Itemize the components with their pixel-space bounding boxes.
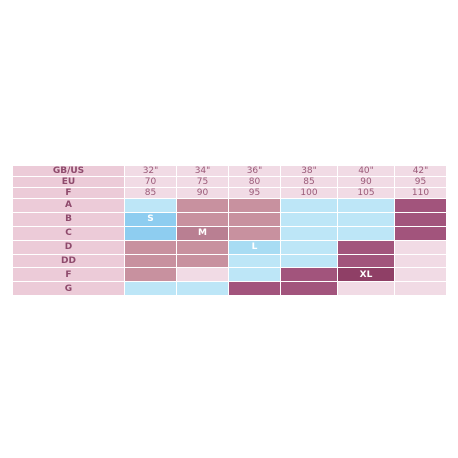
header-cell: 32" xyxy=(124,165,177,177)
fit-cell xyxy=(124,225,177,241)
size-table: GB/US 32" 34" 36" 38" 40" 42" EU 70 75 80 85 90 95 F 85… xyxy=(12,165,447,297)
header-cell: 110 xyxy=(394,187,447,199)
fit-cell xyxy=(394,253,447,269)
fit-cell xyxy=(228,198,281,213)
fit-cell xyxy=(337,225,395,241)
fit-cell xyxy=(228,211,281,227)
row-label: F xyxy=(12,187,125,199)
fit-cell xyxy=(280,211,338,227)
header-cell: 38" xyxy=(280,165,338,177)
size-mark: XL xyxy=(359,269,373,280)
fit-cell xyxy=(228,225,281,241)
size-mark: L xyxy=(251,242,258,253)
fit-cell xyxy=(337,281,395,297)
row-label: EU xyxy=(12,176,125,188)
fit-cell xyxy=(124,281,177,297)
fit-cell xyxy=(394,211,447,227)
fit-cell xyxy=(280,281,338,297)
fit-cell xyxy=(337,198,395,213)
header-cell: 90 xyxy=(337,176,395,188)
header-cell: 42" xyxy=(394,165,447,177)
header-cell: 95 xyxy=(394,176,447,188)
row-label: DD xyxy=(12,253,125,269)
fit-cell xyxy=(280,267,338,283)
fit-cell: S xyxy=(124,211,177,227)
header-cell: 36" xyxy=(228,165,281,177)
fit-cell xyxy=(228,253,281,269)
fit-cell xyxy=(124,253,177,269)
row-label: F xyxy=(12,267,125,283)
row-label: C xyxy=(12,225,125,241)
fit-cell xyxy=(228,267,281,283)
row-label: GB/US xyxy=(12,165,125,177)
header-cell: 80 xyxy=(228,176,281,188)
header-cell: 34" xyxy=(176,165,229,177)
fit-cell xyxy=(124,239,177,255)
fit-cell: L xyxy=(228,239,281,255)
fit-cell xyxy=(176,239,229,255)
fit-cell xyxy=(176,267,229,283)
row-label: A xyxy=(12,198,125,213)
fit-cell xyxy=(124,267,177,283)
fit-cell xyxy=(394,225,447,241)
header-cell: 90 xyxy=(176,187,229,199)
fit-cell xyxy=(394,267,447,283)
fit-cell xyxy=(394,239,447,255)
fit-cell xyxy=(280,198,338,213)
fit-cell xyxy=(280,239,338,255)
fit-cell xyxy=(176,281,229,297)
fit-cell: XL xyxy=(337,267,395,283)
header-cell: 40" xyxy=(337,165,395,177)
fit-cell xyxy=(124,198,177,213)
fit-cell xyxy=(394,198,447,213)
cup-row: A xyxy=(12,198,447,213)
fit-cell xyxy=(228,281,281,297)
fit-cell xyxy=(337,211,395,227)
fit-cell xyxy=(176,211,229,227)
header-cell: 75 xyxy=(176,176,229,188)
row-label: G xyxy=(12,281,125,297)
cup-row: DD xyxy=(12,253,447,269)
fit-cell xyxy=(176,198,229,213)
header-row: GB/US 32" 34" 36" 38" 40" 42" xyxy=(12,165,447,177)
fit-cell: M xyxy=(176,225,229,241)
header-row: EU 70 75 80 85 90 95 xyxy=(12,176,447,188)
cup-row: F XL xyxy=(12,267,447,283)
size-mark: M xyxy=(198,228,207,239)
cup-row: G xyxy=(12,281,447,297)
header-cell: 95 xyxy=(228,187,281,199)
fit-cell xyxy=(337,253,395,269)
header-row: F 85 90 95 100 105 110 xyxy=(12,187,447,199)
size-mark: S xyxy=(147,214,154,225)
row-label: B xyxy=(12,211,125,227)
fit-cell xyxy=(337,239,395,255)
fit-cell xyxy=(394,281,447,297)
header-cell: 85 xyxy=(280,176,338,188)
header-cell: 85 xyxy=(124,187,177,199)
fit-cell xyxy=(280,253,338,269)
fit-cell xyxy=(176,253,229,269)
fit-cell xyxy=(280,225,338,241)
header-cell: 70 xyxy=(124,176,177,188)
row-label: D xyxy=(12,239,125,255)
header-cell: 100 xyxy=(280,187,338,199)
header-cell: 105 xyxy=(337,187,395,199)
